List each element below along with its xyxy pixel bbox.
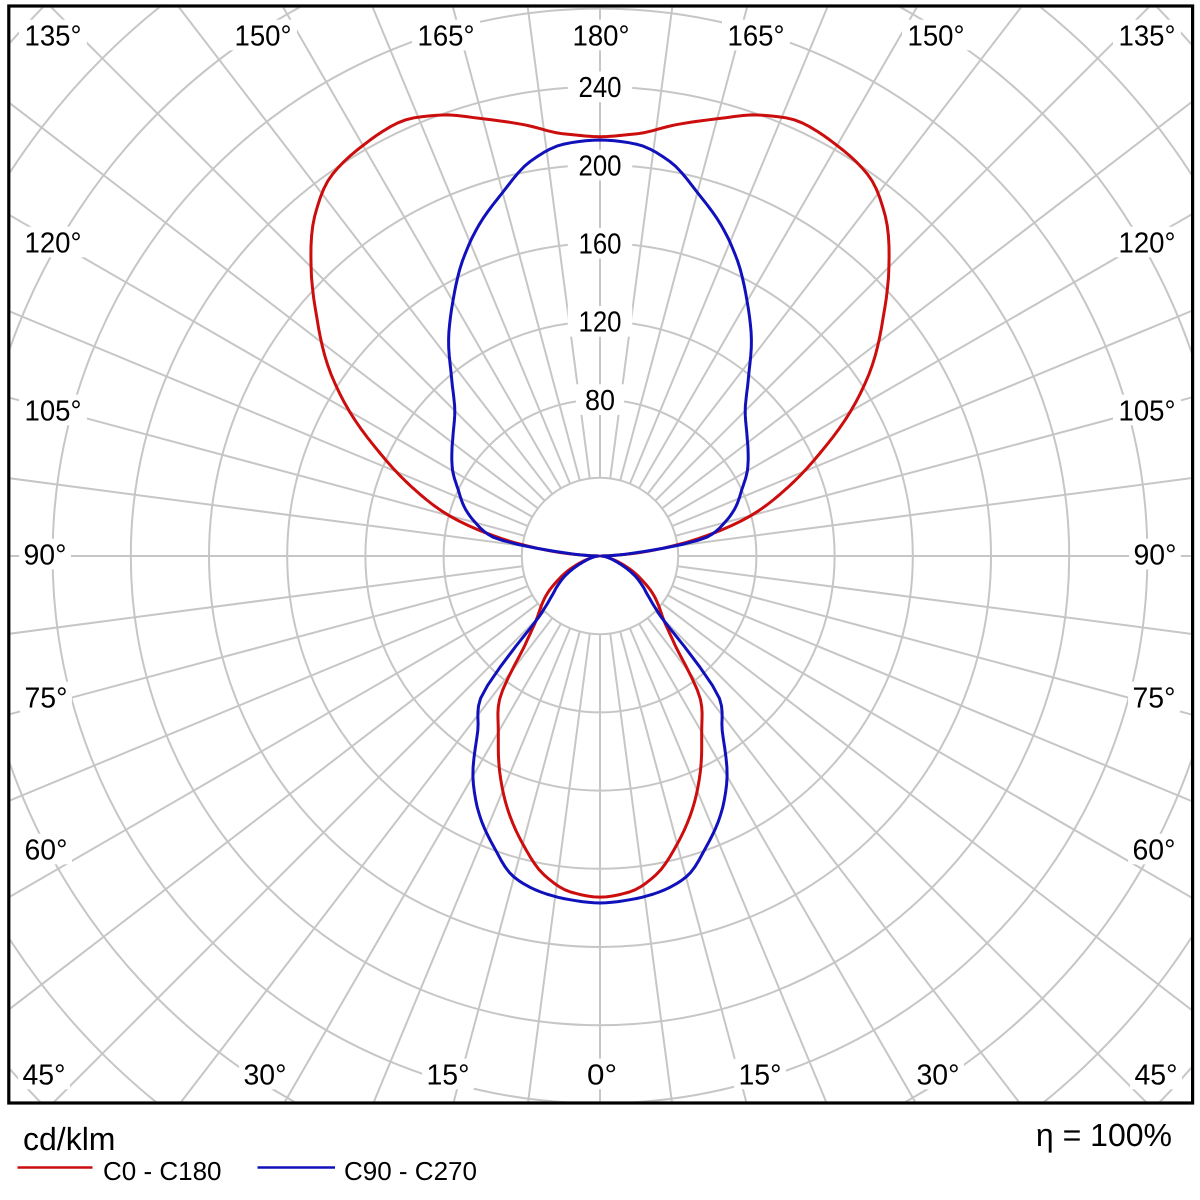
svg-text:C0 - C180: C0 - C180	[103, 1156, 222, 1186]
svg-text:η = 100%: η = 100%	[1036, 1117, 1172, 1153]
svg-text:240: 240	[579, 72, 622, 104]
svg-text:105°: 105°	[25, 395, 82, 427]
svg-text:30°: 30°	[244, 1059, 287, 1091]
svg-text:135°: 135°	[1119, 20, 1176, 52]
svg-text:120°: 120°	[25, 227, 82, 259]
svg-text:45°: 45°	[1135, 1059, 1178, 1091]
svg-text:C90 - C270: C90 - C270	[344, 1156, 477, 1186]
svg-text:0°: 0°	[587, 1059, 617, 1091]
svg-text:90°: 90°	[1134, 539, 1177, 571]
svg-text:30°: 30°	[917, 1059, 960, 1091]
svg-text:80: 80	[585, 385, 615, 417]
svg-text:120: 120	[579, 307, 622, 339]
svg-text:135°: 135°	[25, 20, 82, 52]
svg-text:165°: 165°	[728, 20, 785, 52]
svg-text:90°: 90°	[24, 539, 67, 571]
svg-text:75°: 75°	[25, 682, 68, 714]
svg-text:45°: 45°	[23, 1059, 66, 1091]
svg-text:15°: 15°	[427, 1059, 470, 1091]
svg-text:200: 200	[579, 150, 622, 182]
svg-text:cd/klm: cd/klm	[23, 1121, 115, 1157]
svg-text:75°: 75°	[1133, 682, 1176, 714]
svg-text:150°: 150°	[908, 20, 965, 52]
svg-text:165°: 165°	[418, 20, 475, 52]
svg-text:60°: 60°	[1133, 834, 1176, 866]
svg-text:105°: 105°	[1119, 395, 1176, 427]
svg-text:180°: 180°	[573, 20, 630, 52]
svg-text:160: 160	[579, 229, 622, 261]
svg-text:150°: 150°	[235, 20, 292, 52]
svg-text:60°: 60°	[25, 834, 68, 866]
svg-text:120°: 120°	[1119, 227, 1176, 259]
svg-text:15°: 15°	[739, 1059, 782, 1091]
